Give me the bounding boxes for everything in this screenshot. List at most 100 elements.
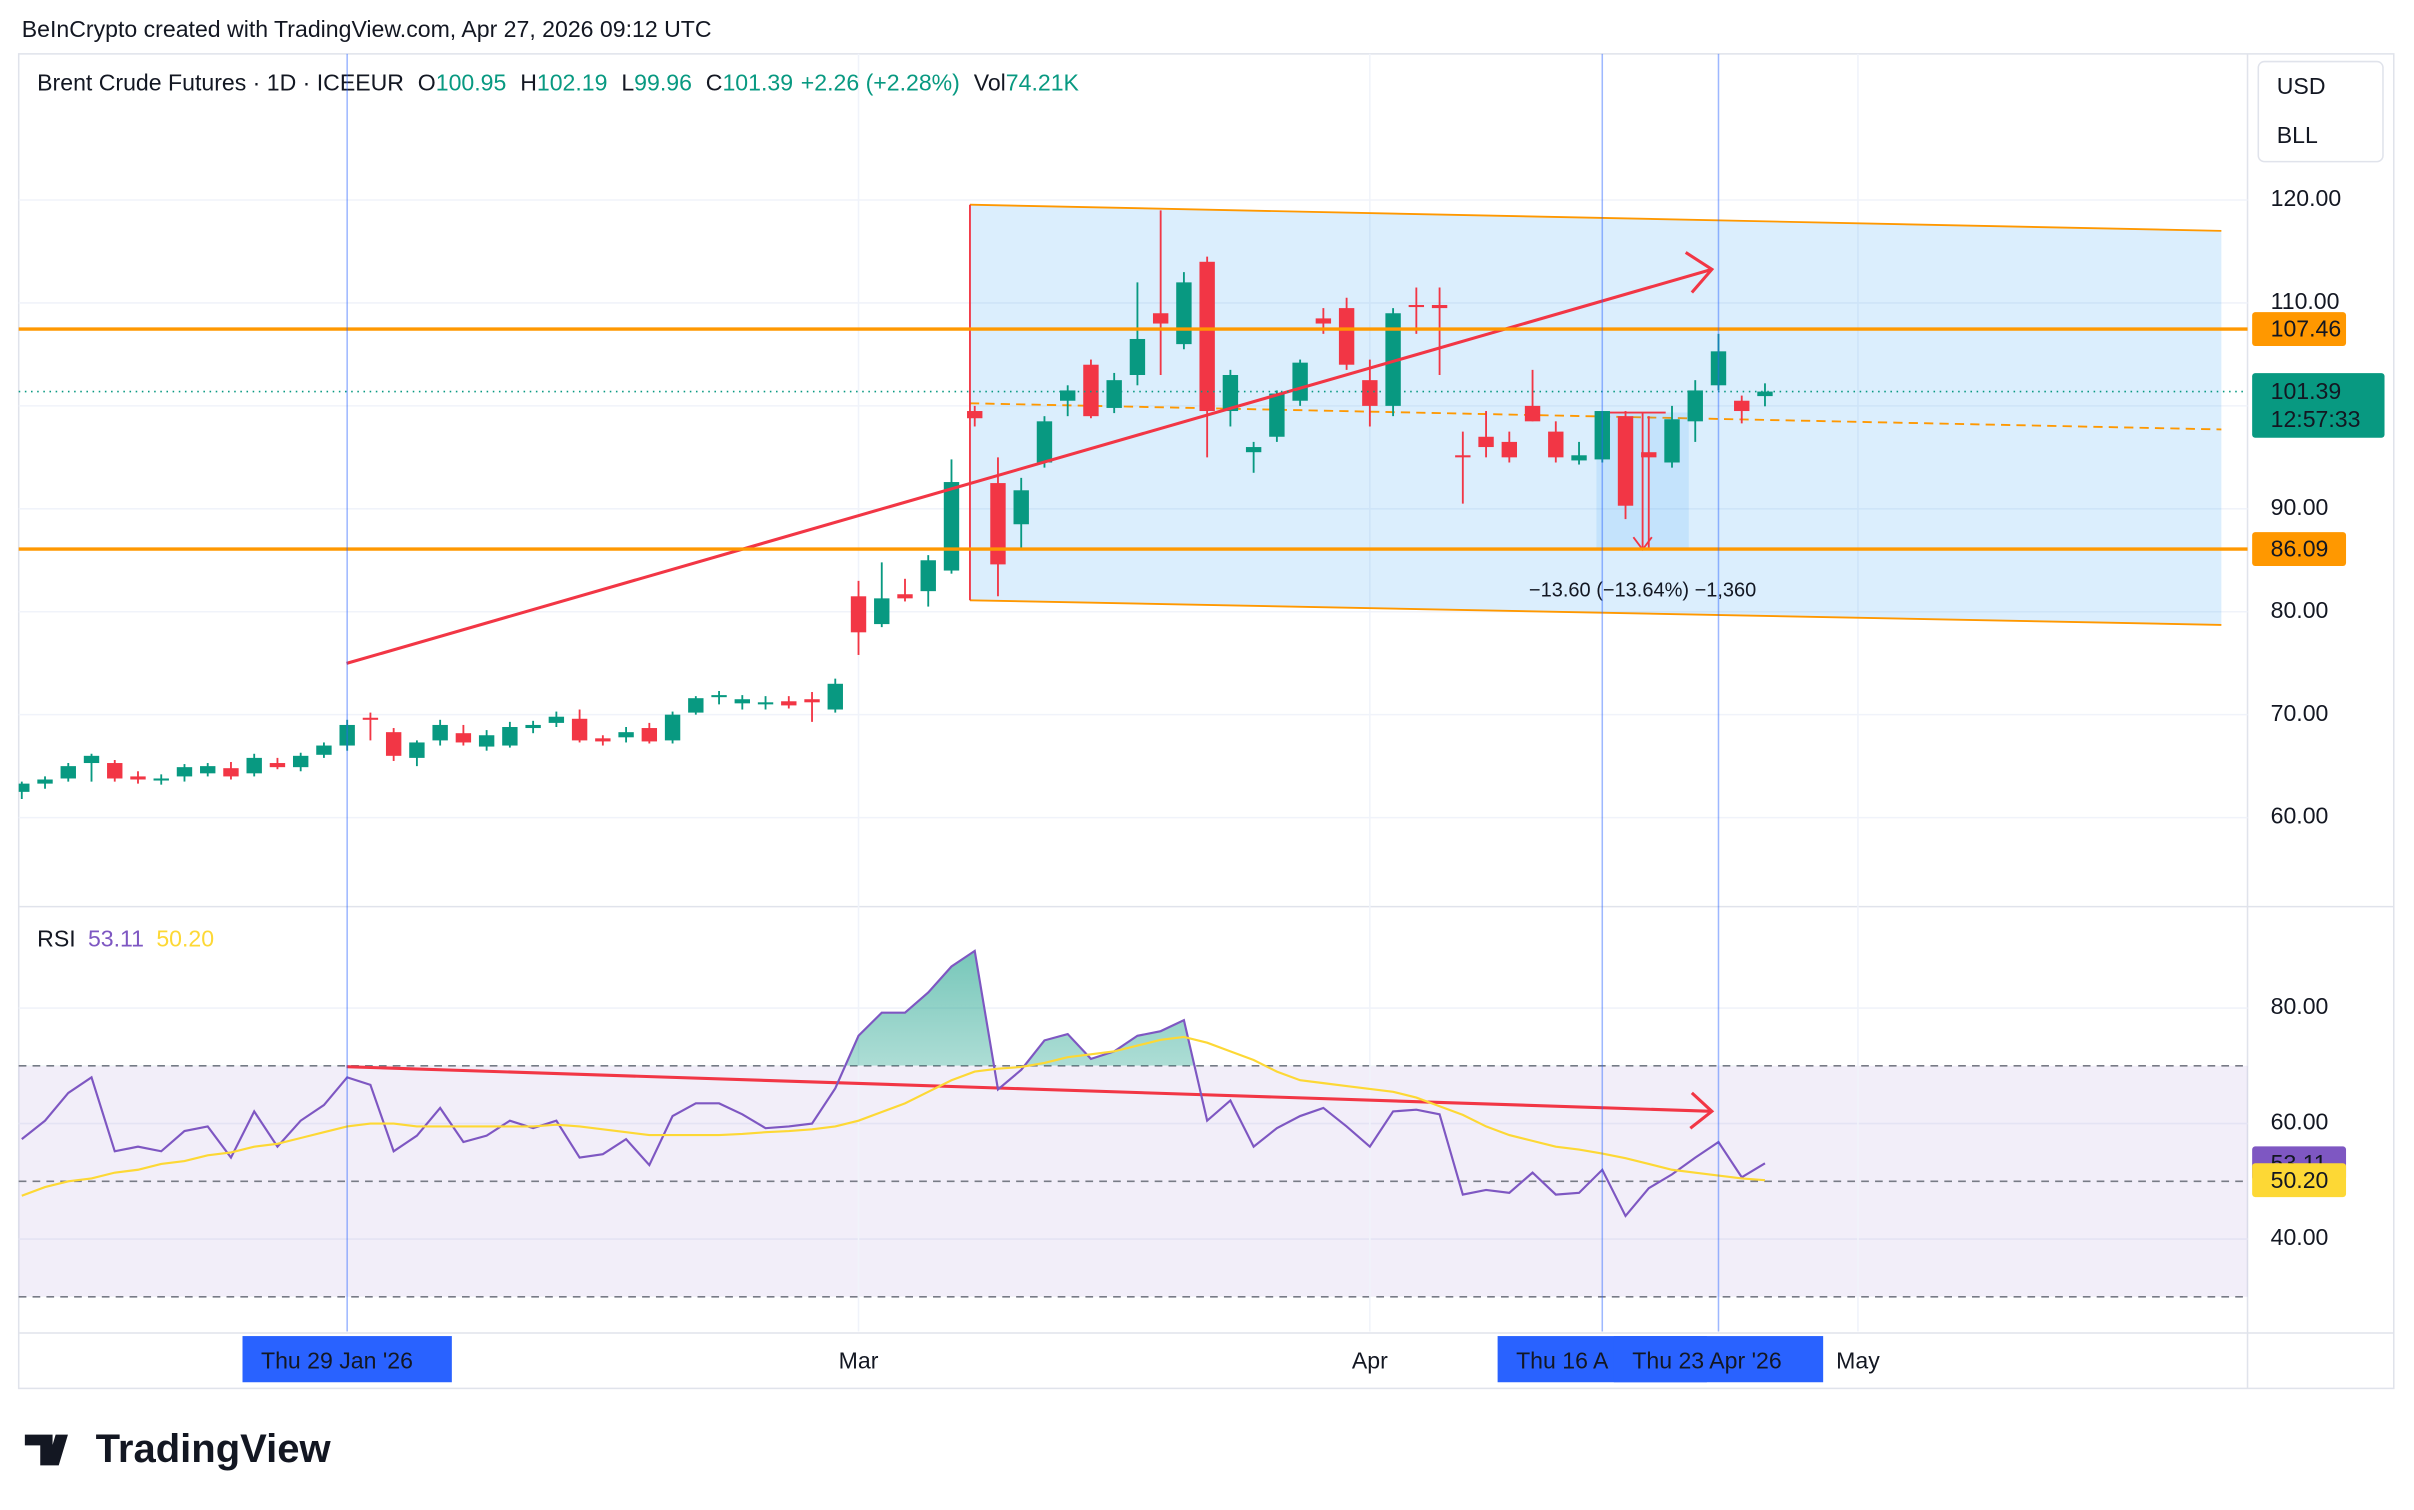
x-tick-label: Apr — [1352, 1347, 1388, 1373]
x-tick-label: Mar — [839, 1347, 879, 1373]
candle-body — [1036, 421, 1053, 463]
candle-body — [432, 724, 448, 741]
channel-top — [969, 203, 2222, 232]
candle-body — [246, 757, 262, 774]
candle-body — [618, 732, 634, 738]
overbought-fill — [845, 950, 1195, 1066]
crosshair-label: Thu 23 Apr '26 — [1632, 1347, 1781, 1373]
candle-body — [1524, 405, 1541, 422]
candle-body — [502, 727, 518, 746]
candle-body — [1548, 431, 1564, 458]
candle-body — [1269, 393, 1285, 437]
candle-body — [1594, 411, 1610, 460]
candle-body — [1176, 282, 1192, 345]
candle-body — [1687, 390, 1703, 422]
candle-body — [1431, 305, 1448, 309]
candle-body — [1641, 452, 1657, 458]
legend-value: +2.26 (+2.28%) — [801, 70, 960, 96]
candle-body — [316, 745, 332, 755]
trend-arrows — [346, 251, 1715, 1130]
candle-body — [641, 728, 658, 742]
candle-body — [1408, 305, 1425, 308]
last-price-label: 101.39 — [2271, 378, 2342, 404]
candle-body — [18, 783, 30, 792]
candle-body — [1060, 390, 1076, 401]
legend-value: 100.95 — [436, 70, 507, 96]
candle-body — [920, 560, 936, 592]
channel-mid — [969, 402, 2222, 431]
rsi-tag-label: 50.20 — [2271, 1167, 2329, 1193]
candle-body — [1455, 455, 1471, 458]
candle-body — [339, 724, 355, 746]
logo-mark — [24, 1434, 68, 1466]
candle-body — [804, 699, 820, 703]
candle-body — [990, 483, 1006, 565]
logo: TradingView — [24, 1427, 332, 1471]
legend-label: C — [706, 70, 723, 96]
candle-body — [664, 714, 681, 741]
candle-body — [688, 698, 704, 713]
candle-body — [1129, 338, 1146, 376]
candle-body — [176, 767, 193, 777]
candle-body — [1292, 362, 1308, 401]
price-tag — [2252, 312, 2347, 347]
candle-body — [734, 699, 750, 704]
currency-box — [2257, 60, 2384, 163]
x-tick-label: May — [1836, 1347, 1880, 1373]
rsi-legend-value: 53.11 — [88, 926, 144, 952]
legend-value: 99.96 — [634, 70, 692, 96]
crosshair-label: Thu 16 A — [1516, 1347, 1609, 1373]
rsi-legend: RSI 53.11 50.20 — [37, 926, 214, 952]
candle-body — [711, 695, 727, 698]
crosshair-label: Thu 29 Jan '26 — [261, 1347, 413, 1373]
rsi-name: RSI — [37, 926, 75, 952]
rsi-tick-label: 60.00 — [2271, 1109, 2329, 1135]
candle-body — [269, 763, 286, 768]
candle-body — [897, 594, 913, 599]
candle-body — [525, 724, 541, 729]
legend-value: 74.21K — [1006, 70, 1080, 96]
candle-body — [1152, 313, 1169, 324]
price-tag-label: 86.09 — [2271, 536, 2329, 562]
candle-body — [60, 766, 76, 779]
candle-body — [385, 732, 402, 756]
candle-body — [1571, 455, 1587, 461]
last-price-tag — [2252, 373, 2385, 438]
trend-line — [346, 267, 1713, 665]
legend-value: 102.19 — [537, 70, 608, 96]
countdown: 12:57:33 — [2271, 406, 2361, 432]
candle-body — [130, 776, 146, 780]
candle-body — [153, 778, 169, 781]
candle-body — [1083, 364, 1099, 417]
rsi-trend-arrowhead — [1689, 1091, 1715, 1130]
rsi-tick-label: 80.00 — [2271, 993, 2329, 1019]
candle-body — [1199, 261, 1215, 412]
candle-body — [362, 717, 379, 720]
candle-body — [943, 482, 960, 571]
candle-body — [1013, 490, 1029, 525]
y-tick-label: 80.00 — [2271, 597, 2329, 623]
y-tick-label: 70.00 — [2271, 700, 2329, 726]
y-tick-label: 60.00 — [2271, 803, 2329, 829]
legend-label: L — [621, 70, 634, 96]
currency: USD — [2277, 73, 2326, 99]
candle-body — [1501, 441, 1518, 458]
candle-body — [37, 779, 53, 784]
candle-body — [200, 766, 216, 774]
candle-body — [967, 411, 983, 419]
candle-body — [757, 702, 774, 705]
rsi-lines — [21, 949, 1766, 1218]
logo-text: TradingView — [96, 1427, 332, 1471]
candle-body — [292, 755, 309, 768]
candle-body — [595, 738, 611, 742]
candle-body — [1315, 318, 1332, 324]
rsi-tick-label: 40.00 — [2271, 1224, 2329, 1250]
candle-body — [850, 596, 867, 633]
candle-body — [874, 598, 890, 625]
candle-body — [1757, 391, 1773, 397]
candle-body — [1664, 419, 1680, 463]
candle-body — [107, 763, 123, 779]
channel-bottom — [969, 599, 2222, 626]
candles — [18, 210, 1773, 800]
crosshair-tag — [242, 1336, 452, 1383]
